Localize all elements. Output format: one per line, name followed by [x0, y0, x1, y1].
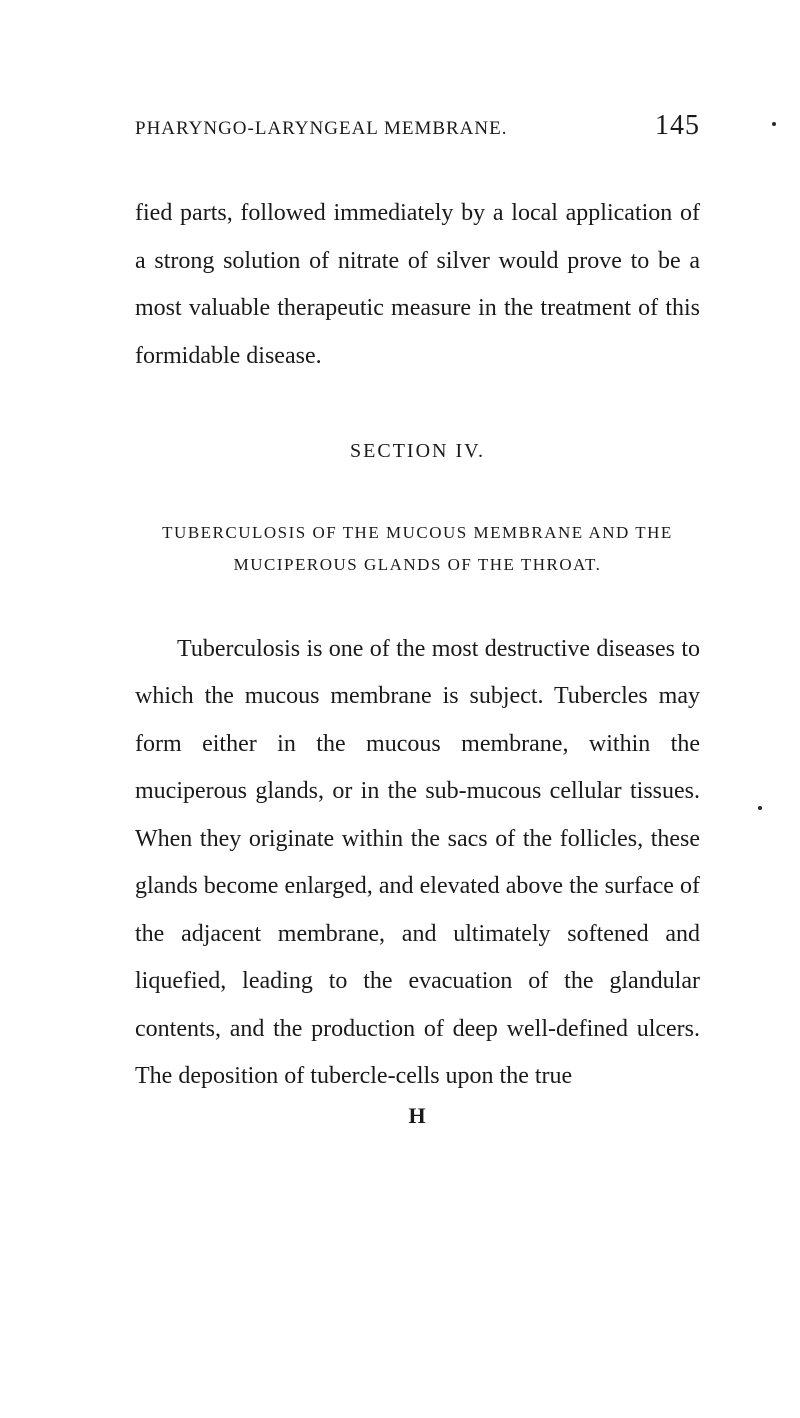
sub-heading: TUBERCULOSIS OF THE MUCOUS MEMBRANE AND … [135, 517, 700, 582]
book-page: PHARYNGO-LARYNGEAL MEMBRANE. 145 fied pa… [0, 0, 800, 1209]
section-heading: SECTION IV. [135, 440, 700, 463]
artifact-dot-icon [772, 122, 776, 126]
intro-paragraph: fied parts, followed immediately by a lo… [135, 190, 700, 380]
main-paragraph: Tuberculosis is one of the most destruct… [135, 626, 700, 1101]
page-number: 145 [655, 110, 700, 142]
running-title: PHARYNGO-LARYNGEAL MEMBRANE. [135, 118, 507, 140]
signature-mark: H [135, 1103, 700, 1129]
page-header: PHARYNGO-LARYNGEAL MEMBRANE. 145 [135, 110, 700, 142]
artifact-dot-icon [758, 806, 762, 810]
